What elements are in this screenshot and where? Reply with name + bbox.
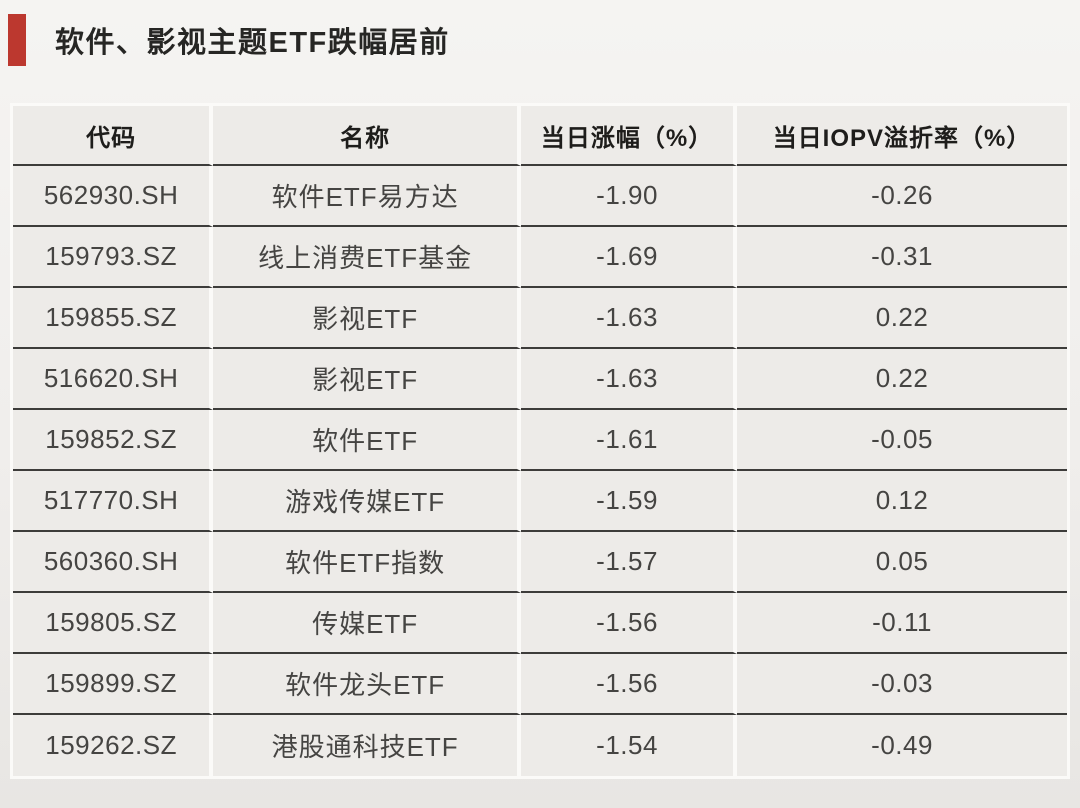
cell-code: 159793.SZ <box>13 227 214 288</box>
page-title: 软件、影视主题ETF跌幅居前 <box>55 27 450 59</box>
cell-code: 159805.SZ <box>13 593 214 654</box>
table-header-row: 代码 名称 当日涨幅（%） 当日IOPV溢折率（%） <box>13 106 1067 166</box>
column-header-change: 当日涨幅（%） <box>521 106 738 166</box>
cell-name: 传媒ETF <box>213 593 522 654</box>
cell-change: -1.69 <box>521 227 738 288</box>
table-row: 159805.SZ 传媒ETF -1.56 -0.11 <box>13 593 1067 654</box>
cell-code: 159262.SZ <box>13 715 214 776</box>
cell-code: 159855.SZ <box>13 288 214 349</box>
table-row: 159852.SZ 软件ETF -1.61 -0.05 <box>13 410 1067 471</box>
cell-iopv: 0.12 <box>737 471 1067 532</box>
cell-change: -1.90 <box>521 166 738 227</box>
cell-change: -1.63 <box>521 349 738 410</box>
cell-name: 游戏传媒ETF <box>213 471 522 532</box>
cell-name: 软件ETF <box>213 410 522 471</box>
cell-iopv: -0.03 <box>737 654 1067 715</box>
cell-code: 562930.SH <box>13 166 214 227</box>
column-header-name: 名称 <box>213 106 522 166</box>
cell-name: 软件ETF易方达 <box>213 166 522 227</box>
table-row: 516620.SH 影视ETF -1.63 0.22 <box>13 349 1067 410</box>
cell-iopv: -0.05 <box>737 410 1067 471</box>
cell-code: 560360.SH <box>13 532 214 593</box>
cell-iopv: -0.26 <box>737 166 1067 227</box>
table-row: 159793.SZ 线上消费ETF基金 -1.69 -0.31 <box>13 227 1067 288</box>
table-row: 159899.SZ 软件龙头ETF -1.56 -0.03 <box>13 654 1067 715</box>
table-row: 562930.SH 软件ETF易方达 -1.90 -0.26 <box>13 166 1067 227</box>
cell-code: 517770.SH <box>13 471 214 532</box>
cell-change: -1.57 <box>521 532 738 593</box>
cell-code: 159852.SZ <box>13 410 214 471</box>
table-row: 159855.SZ 影视ETF -1.63 0.22 <box>13 288 1067 349</box>
cell-change: -1.56 <box>521 654 738 715</box>
title-block: 软件、影视主题ETF跌幅居前 <box>8 14 450 66</box>
table-row: 560360.SH 软件ETF指数 -1.57 0.05 <box>13 532 1067 593</box>
cell-iopv: 0.22 <box>737 349 1067 410</box>
cell-code: 516620.SH <box>13 349 214 410</box>
column-header-code: 代码 <box>13 106 214 166</box>
cell-name: 影视ETF <box>213 288 522 349</box>
etf-table: 代码 名称 当日涨幅（%） 当日IOPV溢折率（%） 562930.SH 软件E… <box>10 103 1070 779</box>
cell-name: 影视ETF <box>213 349 522 410</box>
table-row: 517770.SH 游戏传媒ETF -1.59 0.12 <box>13 471 1067 532</box>
cell-change: -1.59 <box>521 471 738 532</box>
cell-change: -1.56 <box>521 593 738 654</box>
cell-iopv: -0.49 <box>871 730 933 760</box>
cell-iopv: 0.22 <box>737 288 1067 349</box>
cell-iopv: -0.11 <box>737 593 1067 654</box>
cell-code: 159899.SZ <box>13 654 214 715</box>
column-header-iopv: 当日IOPV溢折率（%） <box>737 106 1067 166</box>
cell-name: 线上消费ETF基金 <box>213 227 522 288</box>
cell-iopv: 0.05 <box>737 532 1067 593</box>
cell-change: -1.63 <box>521 288 738 349</box>
cell-iopv: -0.31 <box>737 227 1067 288</box>
cell-change: -1.54 <box>521 715 738 776</box>
cell-name: 软件ETF指数 <box>213 532 522 593</box>
cell-name: 港股通科技ETF <box>213 715 522 776</box>
table-row: 159262.SZ 港股通科技ETF -1.54 -0.49 <box>13 715 1067 776</box>
accent-bar <box>8 14 26 66</box>
cell-name: 软件龙头ETF <box>213 654 522 715</box>
cell-change: -1.61 <box>521 410 738 471</box>
